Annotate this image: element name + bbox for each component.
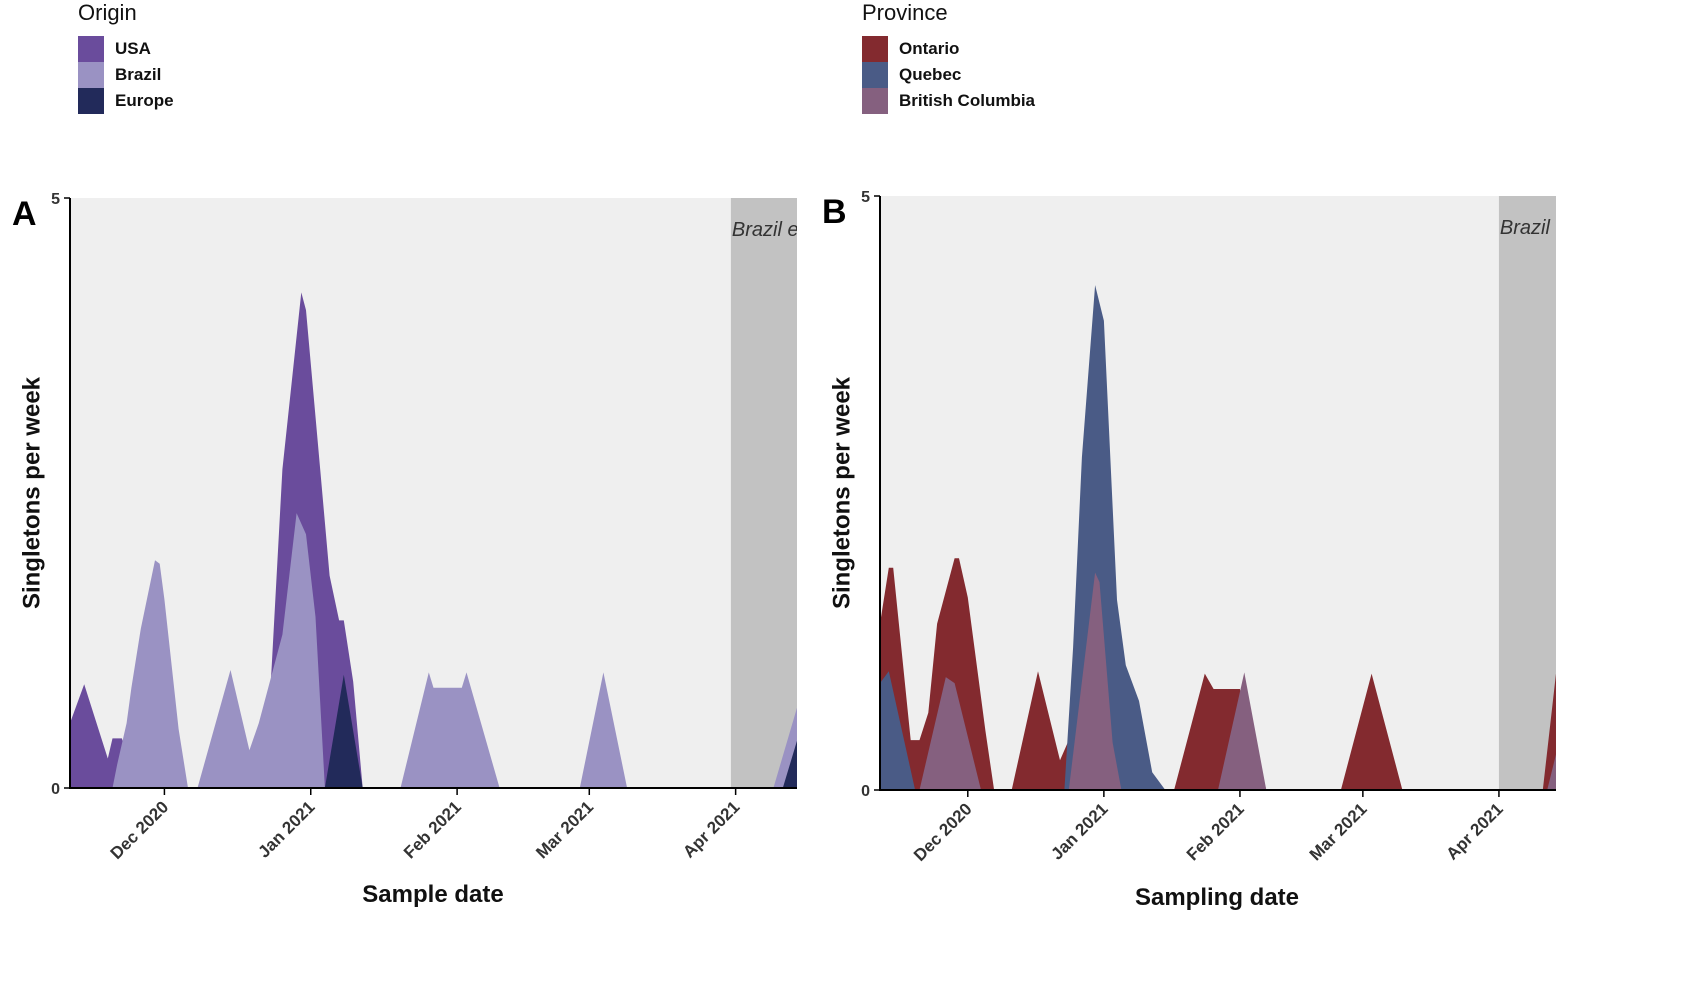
x-tick-label: Dec 2020 bbox=[910, 799, 976, 865]
legend-item-brazil: Brazil bbox=[78, 62, 174, 88]
x-tick-label: Mar 2021 bbox=[1306, 799, 1371, 864]
shaded-region bbox=[1498, 196, 1556, 790]
panel-label: B bbox=[822, 193, 847, 231]
area-series-british-columbia bbox=[919, 572, 1556, 790]
legend-swatch-brazil bbox=[78, 62, 104, 88]
legend-item-quebec: Quebec bbox=[862, 62, 1035, 88]
legend-item-usa: USA bbox=[78, 36, 174, 62]
y-axis-title: Singletons per week bbox=[18, 376, 45, 609]
x-axis-title: Sample date bbox=[362, 881, 503, 908]
legend-item-british-columbia: British Columbia bbox=[862, 88, 1035, 114]
legend-label-british-columbia: British Columbia bbox=[899, 91, 1036, 110]
legend-label-ontario: Ontario bbox=[899, 39, 960, 58]
legend-swatch-quebec bbox=[862, 62, 888, 88]
y-axis-title: Singletons per week bbox=[828, 376, 855, 609]
legend-label-brazil: Brazil bbox=[115, 65, 162, 84]
legend-swatch-british-columbia bbox=[862, 88, 888, 114]
area-series-brazil bbox=[112, 513, 797, 788]
x-tick-label: Apr 2021 bbox=[1443, 799, 1507, 863]
x-tick-label: Feb 2021 bbox=[400, 797, 465, 862]
legend-province: Province Ontario Quebec British Columbia bbox=[862, 0, 1035, 114]
legend-label-quebec: Quebec bbox=[899, 65, 962, 84]
legend-label-europe: Europe bbox=[115, 91, 174, 110]
x-tick-label: Dec 2020 bbox=[107, 797, 173, 863]
panel-label: A bbox=[12, 195, 37, 233]
legend-item-europe: Europe bbox=[78, 88, 174, 114]
legend-swatch-usa bbox=[78, 36, 104, 62]
y-tick-label: 5 bbox=[51, 191, 60, 208]
x-tick-label: Feb 2021 bbox=[1183, 799, 1248, 864]
shaded-region bbox=[730, 198, 797, 788]
x-tick-label: Jan 2021 bbox=[1047, 799, 1111, 863]
panel-a: Brazil e 0 5 Dec 2020 Jan 2021 Feb 2021 Mar 20… bbox=[12, 191, 799, 908]
x-axis-title: Sampling date bbox=[1135, 884, 1299, 911]
area-series-ontario bbox=[880, 558, 1556, 790]
legend-origin: Origin USA Brazil Europe bbox=[78, 0, 174, 114]
legend-label-usa: USA bbox=[115, 39, 151, 58]
shaded-region-label: Brazil e bbox=[1500, 217, 1567, 239]
y-tick-label: 0 bbox=[861, 783, 870, 800]
panel-b: Brazil e 0 5 Dec 2020 Jan 2021 Feb 2021 Mar 20… bbox=[822, 189, 1567, 911]
legend-swatch-ontario bbox=[862, 36, 888, 62]
legend-swatch-europe bbox=[78, 88, 104, 114]
y-tick-label: 0 bbox=[51, 781, 60, 798]
legend-title: Province bbox=[862, 0, 948, 25]
x-tick-label: Mar 2021 bbox=[532, 797, 597, 862]
legend-item-ontario: Ontario bbox=[862, 36, 1035, 62]
shaded-region-label: Brazil e bbox=[732, 219, 799, 241]
x-tick-label: Apr 2021 bbox=[679, 797, 743, 861]
y-tick-label: 5 bbox=[861, 189, 870, 206]
legend-title: Origin bbox=[78, 0, 137, 25]
x-tick-label: Jan 2021 bbox=[254, 797, 318, 861]
